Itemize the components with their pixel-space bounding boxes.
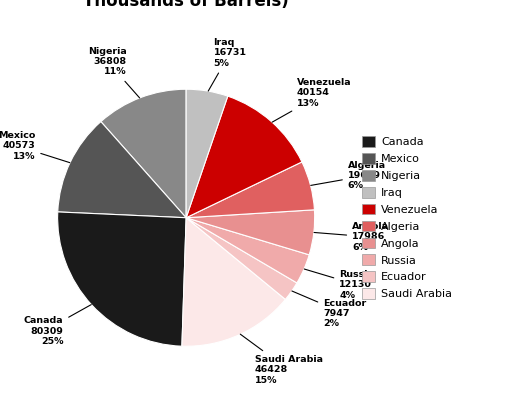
Wedge shape [101, 89, 186, 218]
Wedge shape [186, 210, 314, 255]
Title: Countries Exporting Crude Oil to the United States (in
Thousands of Barrels): Countries Exporting Crude Oil to the Uni… [0, 0, 438, 9]
Text: Angola
17986
6%: Angola 17986 6% [314, 222, 388, 252]
Text: Iraq
16731
5%: Iraq 16731 5% [208, 38, 246, 91]
Wedge shape [58, 122, 186, 218]
Text: Canada
80309
25%: Canada 80309 25% [24, 304, 91, 346]
Legend: Canada, Mexico, Nigeria, Iraq, Venezuela, Algeria, Angola, Russia, Ecuador, Saud: Canada, Mexico, Nigeria, Iraq, Venezuela… [358, 133, 455, 303]
Text: Venezuela
40154
13%: Venezuela 40154 13% [272, 78, 351, 122]
Wedge shape [186, 218, 308, 283]
Text: Nigeria
36808
11%: Nigeria 36808 11% [88, 47, 139, 98]
Text: Saudi Arabia
46428
15%: Saudi Arabia 46428 15% [240, 334, 322, 385]
Wedge shape [186, 96, 301, 218]
Text: Mexico
40573
13%: Mexico 40573 13% [0, 131, 70, 163]
Wedge shape [186, 89, 228, 218]
Wedge shape [182, 218, 285, 346]
Wedge shape [186, 218, 296, 300]
Text: Russia
12130
4%: Russia 12130 4% [303, 269, 374, 300]
Wedge shape [186, 162, 314, 218]
Text: Ecuador
7947
2%: Ecuador 7947 2% [291, 291, 365, 328]
Text: Algeria
19659
6%: Algeria 19659 6% [310, 161, 385, 190]
Wedge shape [58, 212, 186, 346]
